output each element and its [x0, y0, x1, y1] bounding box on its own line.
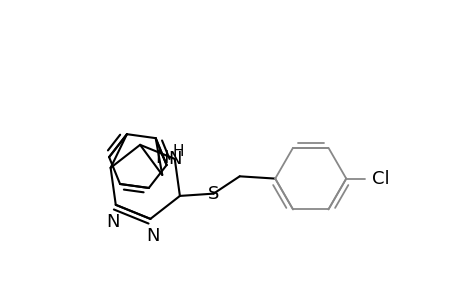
Text: Cl: Cl [371, 169, 389, 188]
Text: S: S [207, 184, 219, 202]
Text: N: N [155, 149, 168, 167]
Text: N: N [168, 150, 181, 168]
Text: H: H [172, 144, 184, 159]
Text: N: N [106, 213, 120, 231]
Text: N: N [146, 227, 159, 245]
